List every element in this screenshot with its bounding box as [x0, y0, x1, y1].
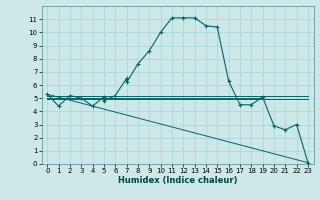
X-axis label: Humidex (Indice chaleur): Humidex (Indice chaleur) — [118, 176, 237, 185]
